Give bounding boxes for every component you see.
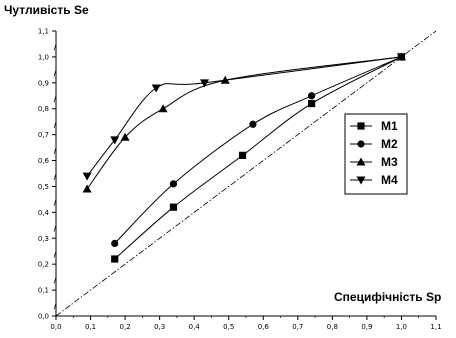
x-tick-label: 0,1 bbox=[85, 323, 96, 331]
y-minor-tick bbox=[53, 199, 57, 206]
y-tick-label: 0,6 bbox=[38, 157, 50, 165]
legend-label-m4: M4 bbox=[381, 173, 398, 187]
y-tick-label: 1,1 bbox=[38, 28, 49, 36]
y-minor-tick bbox=[53, 121, 57, 129]
series-line-m4 bbox=[86, 56, 402, 177]
data-point-m4 bbox=[151, 84, 161, 93]
x-tick-label: 1,1 bbox=[430, 323, 441, 331]
legend-label-m2: M2 bbox=[381, 137, 398, 151]
y-minor-tick bbox=[53, 302, 57, 310]
y-tick-label: 0,3 bbox=[38, 235, 49, 243]
data-point-m1 bbox=[169, 203, 178, 211]
y-tick-label: 0,9 bbox=[38, 79, 49, 87]
data-point-m3 bbox=[82, 184, 92, 193]
data-point-m2 bbox=[169, 180, 178, 188]
data-point-m2 bbox=[308, 92, 316, 100]
y-minor-tick bbox=[53, 147, 57, 155]
x-axis-title: Специфічність Sp bbox=[334, 290, 441, 304]
data-point-m3 bbox=[158, 104, 168, 113]
y-tick-label: 1,0 bbox=[38, 53, 49, 61]
legend-box bbox=[344, 113, 408, 195]
x-tick-label: 1,0 bbox=[396, 323, 407, 331]
data-point-m1 bbox=[111, 255, 119, 263]
y-minor-tick bbox=[53, 173, 57, 181]
y-axis-title: Чутливість Se bbox=[4, 3, 89, 17]
x-tick-label: 0,3 bbox=[154, 323, 165, 331]
axes bbox=[52, 30, 437, 320]
series-line-m3 bbox=[86, 56, 402, 190]
x-tick-label: 0,7 bbox=[292, 323, 303, 331]
series-m4 bbox=[82, 53, 406, 181]
reference-diagonal bbox=[55, 30, 437, 317]
y-tick-label: 0,5 bbox=[38, 183, 49, 191]
data-point-m2 bbox=[111, 239, 119, 248]
y-minor-tick bbox=[53, 95, 57, 103]
y-tick-label: 0,8 bbox=[38, 105, 49, 113]
x-tick-labels: 0,0 0,1 0,2 0,3 0,4 0,5 0,6 0,7 0,8 0,9 1,0 1,1 bbox=[50, 323, 441, 331]
legend-marker-m2 bbox=[357, 140, 365, 148]
legend-marker-m4 bbox=[356, 176, 366, 185]
y-minor-tick bbox=[53, 69, 57, 77]
y-tick-label: 0,1 bbox=[38, 287, 49, 295]
y-minor-tick bbox=[53, 251, 57, 258]
legend-label-m3: M3 bbox=[381, 155, 398, 169]
x-tick-label: 0,2 bbox=[120, 323, 131, 331]
data-point-m1 bbox=[308, 99, 316, 108]
y-minor-tick bbox=[53, 43, 57, 51]
diagonal-reference-line bbox=[55, 30, 437, 317]
y-tick-label: 0,0 bbox=[38, 313, 49, 321]
x-tick-label: 0,5 bbox=[223, 323, 234, 331]
y-tick-labels: 0,0 0,1 0,2 0,3 0,4 0,5 0,6 0,7 0,8 0,9 1,0 1,1 bbox=[38, 28, 50, 321]
legend-label-m1: M1 bbox=[381, 119, 398, 133]
x-tick-label: 0,9 bbox=[361, 323, 372, 331]
data-point-m2 bbox=[249, 120, 257, 128]
y-minor-tick bbox=[53, 277, 57, 284]
x-tick-label: 0,0 bbox=[50, 323, 61, 331]
legend-marker-m1 bbox=[357, 122, 365, 130]
y-tick-label: 0,7 bbox=[38, 131, 49, 139]
y-minor-tick bbox=[53, 225, 57, 232]
x-tick-label: 0,4 bbox=[189, 323, 201, 331]
legend: M1 M2 M3 M4 bbox=[344, 113, 408, 195]
data-point-m4 bbox=[200, 79, 210, 88]
data-point-m1 bbox=[238, 151, 247, 159]
data-point-m3 bbox=[120, 132, 130, 141]
y-tick-label: 0,2 bbox=[38, 261, 49, 269]
data-point-m4 bbox=[396, 53, 406, 62]
x-tick-label: 0,8 bbox=[327, 323, 338, 331]
data-point-m4 bbox=[82, 172, 92, 181]
legend-marker-m3 bbox=[356, 157, 366, 166]
series-layer bbox=[82, 52, 406, 263]
x-tick-label: 0,6 bbox=[258, 323, 270, 331]
data-point-m4 bbox=[110, 136, 120, 145]
y-tick-label: 0,4 bbox=[38, 209, 50, 217]
